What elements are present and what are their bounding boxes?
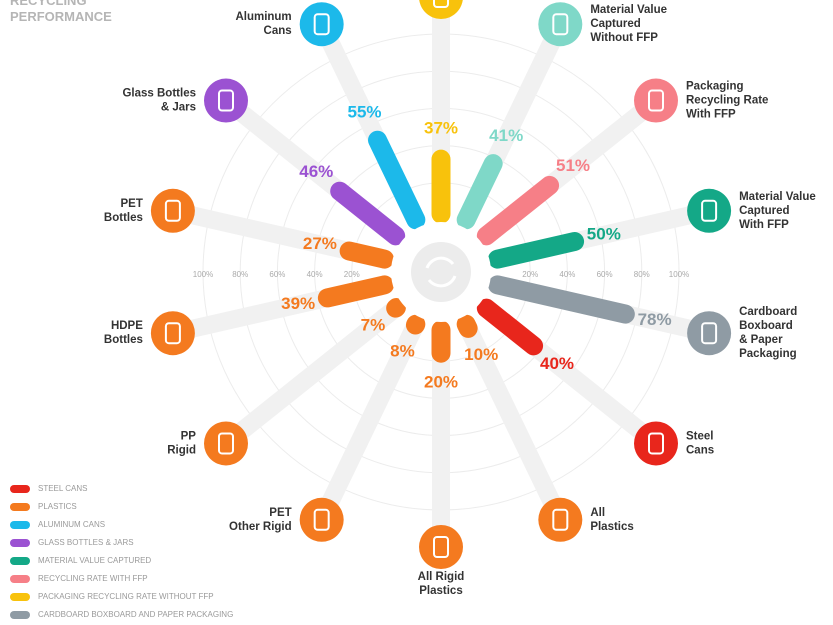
bar: [330, 181, 406, 246]
bar: [368, 130, 426, 230]
legend-swatch: [10, 593, 30, 601]
axis-tick-label: 100%: [193, 270, 213, 279]
value-label: 10%: [464, 345, 498, 364]
chart-title: RECYCLING PERFORMANCE: [10, 0, 112, 24]
axis-tick-label: 40%: [559, 270, 575, 279]
category-label: All Rigid Plastics: [418, 571, 465, 597]
legend-label: GLASS BOTTLES & JARS: [38, 538, 134, 547]
axis-tick-label: 20%: [522, 270, 538, 279]
value-label: 40%: [540, 354, 574, 373]
category-icon-glyph: [217, 432, 234, 455]
category-icon: [687, 311, 732, 356]
legend-swatch: [10, 521, 30, 529]
axis-tick-label: 60%: [597, 270, 613, 279]
category-label: PET Bottles: [104, 198, 143, 224]
value-label: 50%: [587, 224, 621, 243]
category-label: HDPE Bottles: [104, 320, 143, 346]
legend-label: STEEL CANS: [38, 484, 88, 493]
axis-tick-label: 20%: [344, 270, 360, 279]
bar: [456, 154, 503, 230]
category-icon: [687, 188, 732, 233]
category-label: Cardboard Boxboard & Paper Packaging: [739, 306, 797, 360]
category-label: Material Value Captured With FFP: [739, 191, 816, 231]
legend-swatch: [10, 485, 30, 493]
legend-label: MATERIAL VALUE CAPTURED: [38, 556, 151, 565]
category-icon-glyph: [433, 536, 449, 558]
axis-tick-label: 60%: [269, 270, 285, 279]
value-label: 7%: [361, 316, 386, 335]
axis-tick-label: 80%: [634, 270, 650, 279]
bar: [488, 232, 585, 269]
category-icon-glyph: [701, 322, 718, 345]
category-icon: [299, 2, 344, 47]
legend-swatch: [10, 611, 30, 619]
legend-label: CARDBOARD BOXBOARD AND PAPER PACKAGING: [38, 610, 233, 619]
value-label: 39%: [281, 294, 315, 313]
value-label: 46%: [299, 162, 333, 181]
value-label: 78%: [638, 310, 672, 329]
spoke: [320, 317, 424, 514]
value-label: 8%: [390, 342, 415, 361]
category-label: PET Other Rigid: [229, 507, 292, 533]
bar: [488, 275, 635, 324]
value-label: 41%: [489, 126, 523, 145]
category-icon-glyph: [552, 508, 569, 531]
bar: [339, 241, 394, 269]
category-icon-glyph: [701, 199, 718, 222]
category-icon: [538, 2, 583, 47]
category-label: All Plastics: [590, 507, 633, 533]
value-label: 51%: [556, 156, 590, 175]
category-icon-glyph: [164, 322, 181, 345]
category-icon-glyph: [217, 89, 234, 112]
bar: [317, 275, 394, 308]
legend-label: PACKAGING RECYCLING RATE WITHOUT FFP: [38, 592, 214, 601]
category-label: Packaging Recycling Rate With FFP: [686, 81, 768, 121]
legend-swatch: [10, 503, 30, 511]
legend-label: ALUMINUM CANS: [38, 520, 105, 529]
bar: [476, 175, 560, 246]
category-icon: [299, 497, 344, 542]
category-label: PP Rigid: [167, 430, 196, 456]
category-icon-glyph: [164, 199, 181, 222]
category-icon: [419, 0, 463, 19]
category-icon: [203, 78, 248, 123]
category-icon: [203, 421, 248, 466]
legend-swatch: [10, 575, 30, 583]
axis-tick-label: 80%: [232, 270, 248, 279]
category-label: Glass Bottles & Jars: [122, 88, 196, 114]
spoke: [458, 317, 562, 514]
category-icon-glyph: [648, 432, 665, 455]
category-icon: [419, 525, 463, 569]
value-label: 20%: [424, 373, 458, 392]
value-label: 55%: [347, 103, 381, 122]
legend-label: PLASTICS: [38, 502, 77, 511]
category-icon-glyph: [313, 508, 330, 531]
category-label: Material Value Captured Without FFP: [590, 4, 667, 44]
axis-tick-label: 40%: [307, 270, 323, 279]
category-label: Steel Cans: [686, 430, 714, 456]
category-icon-glyph: [313, 13, 330, 36]
bar: [456, 314, 478, 338]
category-icon: [150, 188, 195, 233]
bar: [386, 298, 406, 318]
center-inner: [411, 242, 471, 302]
category-icon: [634, 78, 679, 123]
bar: [476, 298, 544, 356]
category-icon: [150, 311, 195, 356]
value-label: 27%: [303, 234, 337, 253]
category-icon-glyph: [648, 89, 665, 112]
category-label: Aluminum Cans: [235, 11, 291, 37]
value-label: 37%: [424, 119, 458, 138]
category-icon-glyph: [433, 0, 449, 8]
legend-swatch: [10, 539, 30, 547]
category-icon: [634, 421, 679, 466]
center-icon: [425, 256, 457, 288]
category-icon-glyph: [552, 13, 569, 36]
category-icon: [538, 497, 583, 542]
spoke: [230, 300, 404, 442]
legend-swatch: [10, 557, 30, 565]
legend-label: RECYCLING RATE WITH FFP: [38, 574, 148, 583]
axis-tick-label: 100%: [669, 270, 689, 279]
